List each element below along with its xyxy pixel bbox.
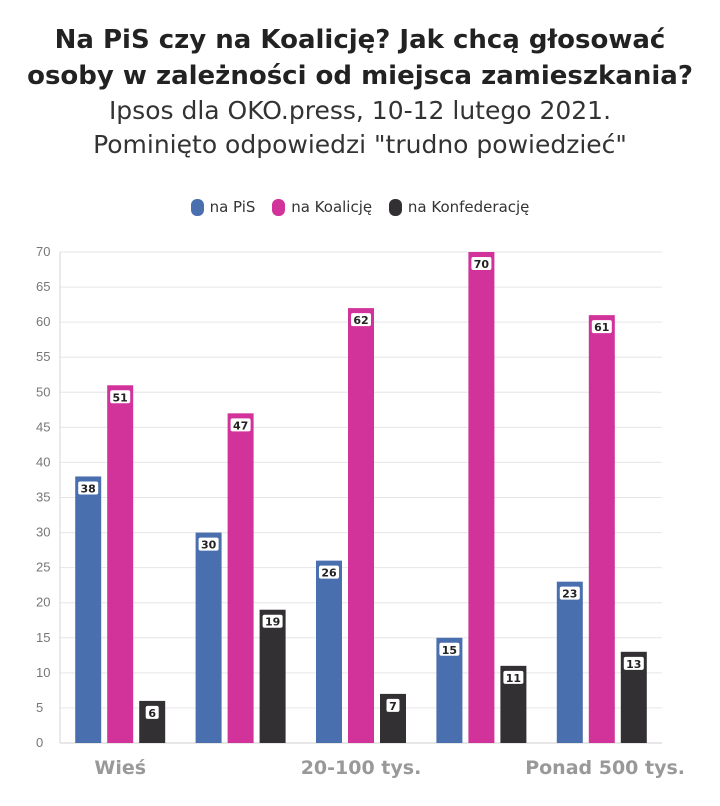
data-label: 26 xyxy=(321,567,337,580)
data-label-background xyxy=(591,320,612,334)
legend-swatch-koalicja xyxy=(272,198,286,216)
data-label: 11 xyxy=(506,672,521,685)
chart-data-labels: 38 51 6 30 47 19 26 62 7 15 70 11 23 61 13 xyxy=(78,257,644,720)
data-label-background xyxy=(351,313,371,327)
y-tick-label: 40 xyxy=(36,454,50,469)
data-label: 23 xyxy=(562,588,577,601)
x-category-label: Ponad 500 tys. xyxy=(525,757,685,779)
chart-title-line-1: Na PiS czy na Koalicję? Jak chcą głosowa… xyxy=(54,25,666,55)
chart-subtitle-line-2: Pominięto odpowiedzi "trudno powiedzieć" xyxy=(93,130,627,159)
data-label-background xyxy=(145,705,159,719)
data-label-background xyxy=(471,257,492,270)
legend-item-konfederacja[interactable]: na Konfederację xyxy=(388,198,530,216)
y-tick-label: 70 xyxy=(36,244,50,259)
data-label-background xyxy=(503,670,524,684)
bar-na-pis-1[interactable] xyxy=(75,476,102,743)
data-label-background xyxy=(78,481,99,495)
x-category-label: 20-100 tys. xyxy=(301,757,422,779)
data-label-background xyxy=(198,537,219,551)
data-label-background xyxy=(386,698,400,712)
data-label-background xyxy=(559,586,580,600)
y-tick-label: 45 xyxy=(36,419,50,434)
y-tick-label: 65 xyxy=(36,279,50,294)
y-tick-label: 60 xyxy=(36,314,50,329)
bar-na-koalicje-1[interactable] xyxy=(107,385,134,743)
chart-title-line-2: osoby w zależności od miejsca zamieszkan… xyxy=(27,61,693,91)
y-tick-label: 5 xyxy=(36,700,43,715)
data-label: 13 xyxy=(626,658,641,671)
data-label-background xyxy=(230,418,251,432)
y-tick-label: 30 xyxy=(36,525,50,540)
x-axis: Wieś 20-100 tys. Ponad 500 tys. xyxy=(94,757,685,779)
y-tick-label: 0 xyxy=(36,735,43,750)
bar-na-pis-2[interactable] xyxy=(195,532,222,743)
data-label: 51 xyxy=(113,391,128,404)
bar-na-koalicje-4[interactable] xyxy=(468,252,495,743)
bar-na-konfederacje-2[interactable] xyxy=(259,609,286,743)
bar-na-koalicje-2[interactable] xyxy=(227,413,254,743)
y-tick-label: 35 xyxy=(36,490,50,505)
legend-swatch-konfederacja xyxy=(388,198,402,216)
legend-label-koalicja: na Koalicję xyxy=(291,198,373,216)
chart-subtitle-line-1: Ipsos dla OKO.press, 10-12 lutego 2021. xyxy=(108,96,612,125)
y-axis: 0 5 10 15 20 25 30 35 40 45 50 55 60 65 70 xyxy=(36,244,61,750)
data-label: 47 xyxy=(233,419,248,432)
data-label-background xyxy=(623,656,644,670)
bar-na-koalicje-5[interactable] xyxy=(588,315,615,743)
y-tick-label: 25 xyxy=(36,560,50,575)
data-label: 70 xyxy=(474,258,490,271)
chart-title-block: Na PiS czy na Koalicję? Jak chcą głosowa… xyxy=(0,22,720,162)
data-label: 38 xyxy=(81,482,96,495)
data-label: 30 xyxy=(201,539,217,552)
data-label: 15 xyxy=(442,644,457,657)
legend-label-pis: na PiS xyxy=(209,198,256,216)
data-label: 6 xyxy=(148,707,156,720)
bar-na-pis-3[interactable] xyxy=(316,560,342,743)
legend-item-pis[interactable]: na PiS xyxy=(190,198,256,216)
y-tick-label: 20 xyxy=(36,595,50,610)
x-category-label: Wieś xyxy=(94,757,146,779)
data-label: 7 xyxy=(389,700,397,713)
legend-item-koalicja[interactable]: na Koalicję xyxy=(272,198,372,216)
data-label: 19 xyxy=(265,616,280,629)
data-label: 62 xyxy=(353,314,368,327)
bar-na-pis-5[interactable] xyxy=(556,581,583,743)
data-label-background xyxy=(110,390,131,404)
y-tick-label: 10 xyxy=(36,665,50,680)
data-label: 61 xyxy=(594,321,609,334)
legend-swatch-pis xyxy=(190,198,204,216)
data-label-background xyxy=(319,565,339,579)
chart-legend: na PiS na Koalicję na Konfederację xyxy=(0,198,720,220)
y-tick-label: 15 xyxy=(36,630,50,645)
legend-label-konfederacja: na Konfederację xyxy=(407,198,530,216)
data-label-background xyxy=(439,642,460,656)
bar-chart: 0 5 10 15 20 25 30 35 40 45 50 55 60 65 70 38 51 6 30 47 19… xyxy=(36,244,685,779)
data-label-background xyxy=(262,614,283,628)
y-tick-label: 55 xyxy=(36,349,50,364)
y-tick-label: 50 xyxy=(36,384,50,399)
bar-na-koalicje-3[interactable] xyxy=(348,308,374,743)
